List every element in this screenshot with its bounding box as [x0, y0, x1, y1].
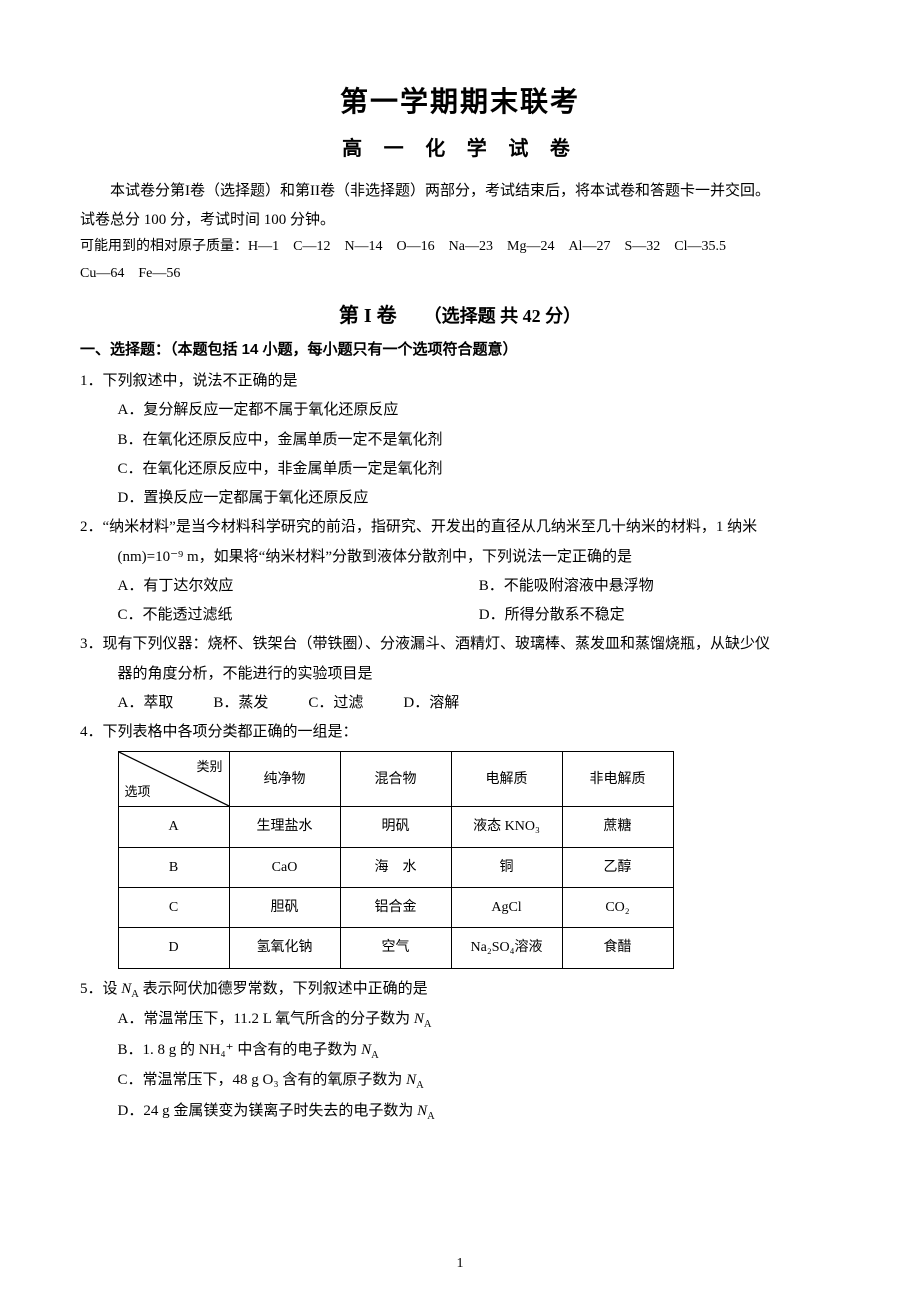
q5-opt-b: B．1. 8 g 的 NH₄⁺ 中含有的电子数为 NA [118, 1036, 841, 1066]
masses-line-2: Cu—64 Fe—56 [80, 261, 840, 288]
q4-rb-3: 铜 [451, 847, 562, 887]
q5-opt-a: A．常温常压下，11.2 L 氧气所含的分子数为 NA [118, 1005, 841, 1035]
q4-table: 类别 选项 纯净物 混合物 电解质 非电解质 A 生理盐水 明矾 液态 KNO₃… [118, 751, 674, 968]
q4-h4: 非电解质 [562, 752, 673, 807]
masses-label: 可能用到的相对原子质量： [80, 239, 248, 254]
q2-options: A．有丁达尔效应 B．不能吸附溶液中悬浮物 C．不能透过滤纸 D．所得分散系不稳… [118, 572, 841, 631]
q3-opt-b: B．蒸发 [213, 689, 268, 718]
question-5: 5．设 NA 表示阿伏加德罗常数，下列叙述中正确的是 A．常温常压下，11.2 … [80, 975, 840, 1127]
q3-opt-a: A．萃取 [118, 689, 174, 718]
q4-rd-4: 食醋 [562, 928, 673, 968]
q4-rb-1: CaO [229, 847, 340, 887]
part-1-heading: 一、选择题：（本题包括 14 小题，每小题只有一个选项符合题意） [80, 338, 840, 359]
q4-rd-2: 空气 [340, 928, 451, 968]
page-number: 1 [0, 1256, 920, 1272]
masses-line-1: H—1 C—12 N—14 O—16 Na—23 Mg—24 Al—27 S—3… [248, 239, 726, 254]
q1-stem: 1．下列叙述中，说法不正确的是 [80, 367, 840, 396]
q1-opt-c: C．在氧化还原反应中，非金属单质一定是氧化剂 [118, 455, 841, 484]
question-3: 3．现有下列仪器：烧杯、铁架台（带铁圈）、分液漏斗、酒精灯、玻璃棒、蒸发皿和蒸馏… [80, 630, 840, 718]
q4-ra-2: 明矾 [340, 807, 451, 847]
q4-h2: 混合物 [340, 752, 451, 807]
q4-h3: 电解质 [451, 752, 562, 807]
title-sub: 高 一 化 学 试 卷 [80, 132, 840, 161]
q3-options: A．萃取 B．蒸发 C．过滤 D．溶解 [118, 689, 841, 718]
q4-rc-k: C [118, 888, 229, 928]
q5-stem-post: 表示阿伏加德罗常数，下列叙述中正确的是 [139, 981, 428, 997]
q2-opt-c: C．不能透过滤纸 [118, 601, 479, 630]
table-row: A 生理盐水 明矾 液态 KNO₃ 蔗糖 [118, 807, 673, 847]
q4-ra-4: 蔗糖 [562, 807, 673, 847]
table-row: D 氢氧化钠 空气 Na₂SO₄溶液 食醋 [118, 928, 673, 968]
q5-stem: 5．设 NA 表示阿伏加德罗常数，下列叙述中正确的是 [80, 975, 840, 1005]
q1-options: A．复分解反应一定都不属于氧化还原反应 B．在氧化还原反应中，金属单质一定不是氧… [118, 396, 841, 513]
q4-ra-3: 液态 KNO₃ [451, 807, 562, 847]
q3-opt-c: C．过滤 [308, 689, 363, 718]
q5-opt-d: D．24 g 金属镁变为镁离子时失去的电子数为 NA [118, 1097, 841, 1127]
exam-page: 第一学期期末联考 高 一 化 学 试 卷 本试卷分第I卷（选择题）和第II卷（非… [0, 0, 920, 1302]
q4-rb-4: 乙醇 [562, 847, 673, 887]
q2-stem-cont: (nm)=10⁻⁹ m，如果将“纳米材料”分散到液体分散剂中，下列说法一定正确的… [118, 543, 841, 572]
q5-na-symbol: N [121, 981, 131, 997]
q4-ra-k: A [118, 807, 229, 847]
q4-rc-4: CO₂ [562, 888, 673, 928]
intro-line-1: 本试卷分第I卷（选择题）和第II卷（非选择题）两部分，考试结束后，将本试卷和答题… [80, 177, 840, 206]
table-row: C 胆矾 铝合金 AgCl CO₂ [118, 888, 673, 928]
q2-opt-a: A．有丁达尔效应 [118, 572, 479, 601]
q4-diag-top: 类别 [196, 754, 222, 779]
q3-stem: 3．现有下列仪器：烧杯、铁架台（带铁圈）、分液漏斗、酒精灯、玻璃棒、蒸发皿和蒸馏… [80, 630, 840, 659]
q2-opt-b: B．不能吸附溶液中悬浮物 [479, 572, 840, 601]
q5-options: A．常温常压下，11.2 L 氧气所含的分子数为 NA B．1. 8 g 的 N… [118, 1005, 841, 1127]
question-1: 1．下列叙述中，说法不正确的是 A．复分解反应一定都不属于氧化还原反应 B．在氧… [80, 367, 840, 513]
q3-stem-cont: 器的角度分析，不能进行的实验项目是 [118, 660, 841, 689]
q4-rd-3: Na₂SO₄溶液 [451, 928, 562, 968]
q5-stem-pre: 5．设 [80, 981, 121, 997]
q4-stem: 4．下列表格中各项分类都正确的一组是： [80, 718, 840, 747]
q4-diag-bot: 选项 [125, 779, 151, 804]
q1-opt-d: D．置换反应一定都属于氧化还原反应 [118, 484, 841, 513]
question-4: 4．下列表格中各项分类都正确的一组是： 类别 选项 纯净物 混合物 电解质 非电… [80, 718, 840, 968]
intro-line-2: 试卷总分 100 分，考试时间 100 分钟。 [80, 206, 840, 235]
q4-rc-1: 胆矾 [229, 888, 340, 928]
q1-opt-b: B．在氧化还原反应中，金属单质一定不是氧化剂 [118, 426, 841, 455]
q4-diag-header: 类别 选项 [118, 752, 229, 807]
section-1-title-right: （选择题 共 42 分） [424, 306, 582, 326]
section-1-title: 第 I 卷 （选择题 共 42 分） [80, 299, 840, 328]
q2-opt-d: D．所得分散系不稳定 [479, 601, 840, 630]
q5-opt-c: C．常温常压下，48 g O₃ 含有的氧原子数为 NA [118, 1066, 841, 1096]
q4-h1: 纯净物 [229, 752, 340, 807]
q4-ra-1: 生理盐水 [229, 807, 340, 847]
q2-stem: 2．“纳米材料”是当今材料科学研究的前沿，指研究、开发出的直径从几纳米至几十纳米… [80, 513, 840, 542]
section-1-title-left: 第 I 卷 [339, 305, 397, 327]
q4-rb-2: 海 水 [340, 847, 451, 887]
table-row: 类别 选项 纯净物 混合物 电解质 非电解质 [118, 752, 673, 807]
question-2: 2．“纳米材料”是当今材料科学研究的前沿，指研究、开发出的直径从几纳米至几十纳米… [80, 513, 840, 630]
q4-rb-k: B [118, 847, 229, 887]
q1-opt-a: A．复分解反应一定都不属于氧化还原反应 [118, 396, 841, 425]
q4-rc-3: AgCl [451, 888, 562, 928]
table-row: B CaO 海 水 铜 乙醇 [118, 847, 673, 887]
title-main: 第一学期期末联考 [80, 80, 840, 120]
q4-rd-1: 氢氧化钠 [229, 928, 340, 968]
q4-rd-k: D [118, 928, 229, 968]
atomic-masses: 可能用到的相对原子质量：H—1 C—12 N—14 O—16 Na—23 Mg—… [80, 234, 840, 261]
q3-opt-d: D．溶解 [403, 689, 459, 718]
q5-na-sub: A [131, 989, 139, 1000]
q4-rc-2: 铝合金 [340, 888, 451, 928]
